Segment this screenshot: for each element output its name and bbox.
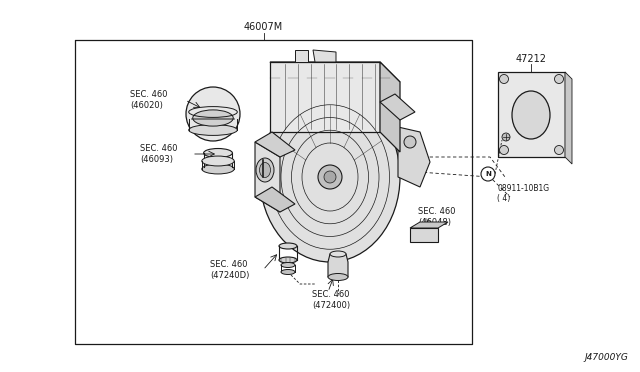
- Text: J47000YG: J47000YG: [584, 353, 628, 362]
- Circle shape: [499, 145, 509, 154]
- Ellipse shape: [202, 164, 234, 174]
- Ellipse shape: [202, 156, 234, 166]
- Polygon shape: [313, 50, 336, 62]
- Ellipse shape: [260, 92, 400, 262]
- Text: 46007M: 46007M: [244, 22, 283, 32]
- Polygon shape: [328, 254, 348, 277]
- Circle shape: [502, 133, 510, 141]
- Bar: [410, 228, 438, 242]
- Text: SEC. 460
(472400): SEC. 460 (472400): [312, 290, 350, 310]
- Ellipse shape: [512, 91, 550, 139]
- Polygon shape: [380, 62, 400, 152]
- Polygon shape: [270, 62, 400, 82]
- Ellipse shape: [279, 243, 297, 249]
- Polygon shape: [270, 62, 380, 132]
- Ellipse shape: [281, 263, 295, 267]
- Text: SEC. 460
(46020): SEC. 460 (46020): [130, 90, 168, 110]
- Ellipse shape: [279, 257, 297, 263]
- Polygon shape: [398, 127, 430, 187]
- Text: SEC. 460
(47240D): SEC. 460 (47240D): [210, 260, 250, 280]
- Polygon shape: [295, 50, 308, 62]
- Circle shape: [324, 171, 336, 183]
- Text: 47212: 47212: [515, 54, 547, 64]
- Polygon shape: [255, 132, 295, 157]
- Ellipse shape: [193, 110, 233, 126]
- Polygon shape: [565, 72, 572, 164]
- Polygon shape: [410, 222, 448, 228]
- Circle shape: [318, 165, 342, 189]
- Polygon shape: [380, 94, 415, 120]
- Ellipse shape: [328, 273, 348, 280]
- Text: 08911-10B1G
( 4): 08911-10B1G ( 4): [497, 184, 549, 203]
- Text: SEC. 460
(46048): SEC. 460 (46048): [418, 207, 456, 227]
- Ellipse shape: [259, 163, 271, 177]
- Ellipse shape: [330, 251, 346, 257]
- Text: SEC. 460
(46093): SEC. 460 (46093): [140, 144, 177, 164]
- Circle shape: [481, 167, 495, 181]
- Polygon shape: [255, 187, 295, 212]
- Circle shape: [499, 74, 509, 83]
- Text: N: N: [485, 171, 491, 177]
- Circle shape: [404, 136, 416, 148]
- Bar: [498, 72, 565, 157]
- Polygon shape: [255, 142, 280, 212]
- Ellipse shape: [204, 148, 232, 157]
- Ellipse shape: [189, 125, 237, 135]
- Circle shape: [554, 145, 563, 154]
- Circle shape: [186, 87, 240, 141]
- Circle shape: [554, 74, 563, 83]
- Ellipse shape: [281, 269, 295, 275]
- Ellipse shape: [256, 158, 274, 182]
